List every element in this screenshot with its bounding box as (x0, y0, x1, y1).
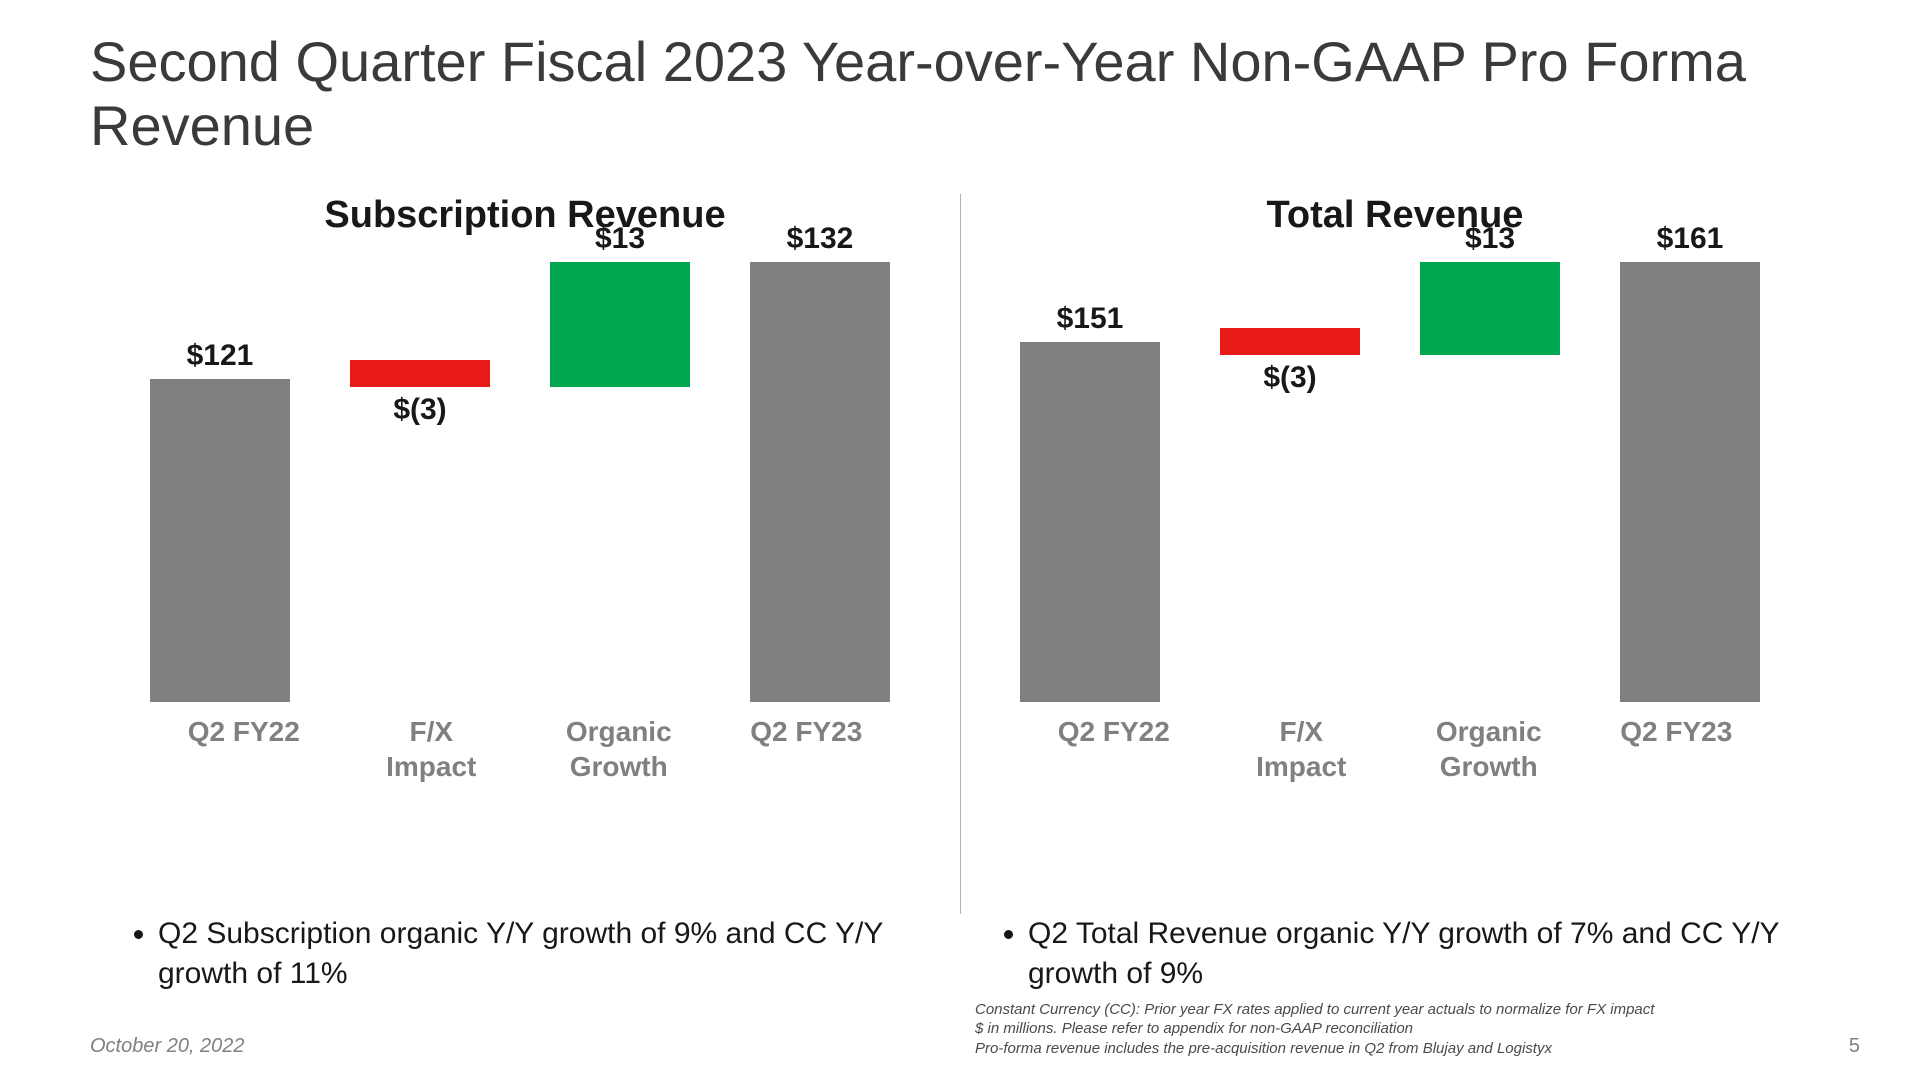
bar-value-q2fy23: $161 (1620, 222, 1760, 256)
bar-value-organic: $13 (1420, 222, 1560, 256)
footnote-1: Constant Currency (CC): Prior year FX ra… (975, 1000, 1825, 1020)
bullet-col-left: Q2 Subscription organic Y/Y growth of 9%… (90, 914, 960, 995)
footnote-3: Pro-forma revenue includes the pre-acqui… (975, 1039, 1825, 1059)
bullets-row: Q2 Subscription organic Y/Y growth of 9%… (90, 914, 1830, 995)
bar-organic: $13 (1420, 262, 1560, 355)
bar-q2fy23: $161 (1620, 262, 1760, 702)
bullet-col-right: Q2 Total Revenue organic Y/Y growth of 7… (960, 914, 1830, 995)
bar-fx: $(3) (1220, 328, 1360, 355)
bar-value-q2fy23: $132 (750, 222, 890, 256)
chart-total: $151 $(3) $13 $161 (1020, 262, 1770, 702)
panel-divider (960, 194, 961, 914)
xlabel-q2fy23: Q2 FY23 (1583, 714, 1771, 784)
footer: October 20, 2022 Constant Currency (CC):… (90, 1000, 1860, 1059)
page-number: 5 (1825, 1035, 1860, 1058)
chart-subscription: $121 $(3) $13 $132 (150, 262, 900, 702)
xlabel-organic: OrganicGrowth (525, 714, 713, 784)
bar-q2fy22: $121 (150, 379, 290, 702)
xlabel-q2fy23: Q2 FY23 (713, 714, 901, 784)
footnote-2: $ in millions. Please refer to appendix … (975, 1019, 1825, 1039)
bar-fx: $(3) (350, 360, 490, 387)
xlabel-q2fy22: Q2 FY22 (1020, 714, 1208, 784)
footer-notes: Constant Currency (CC): Prior year FX ra… (975, 1000, 1825, 1059)
xlabel-fx: F/XImpact (338, 714, 526, 784)
xlabels-total: Q2 FY22F/XImpactOrganicGrowthQ2 FY23 (1020, 714, 1770, 784)
xlabel-fx: F/XImpact (1208, 714, 1396, 784)
bar-value-fx: $(3) (1220, 361, 1360, 395)
panel-subscription: Subscription Revenue $121$(3)$13$132 Q2 … (90, 194, 960, 834)
footer-date: October 20, 2022 (90, 1035, 975, 1058)
xlabel-organic: OrganicGrowth (1395, 714, 1583, 784)
bullet-total: Q2 Total Revenue organic Y/Y growth of 7… (1028, 914, 1790, 995)
bar-q2fy22: $151 (1020, 342, 1160, 702)
bar-value-fx: $(3) (350, 393, 490, 427)
xlabels-subscription: Q2 FY22F/XImpactOrganicGrowthQ2 FY23 (150, 714, 900, 784)
bar-value-q2fy22: $151 (1020, 302, 1160, 336)
bar-value-organic: $13 (550, 222, 690, 256)
bar-q2fy23: $132 (750, 262, 890, 702)
xlabel-q2fy22: Q2 FY22 (150, 714, 338, 784)
bar-organic: $13 (550, 262, 690, 387)
charts-row: Subscription Revenue $121$(3)$13$132 Q2 … (90, 194, 1830, 834)
page-title: Second Quarter Fiscal 2023 Year-over-Yea… (90, 30, 1830, 159)
bar-value-q2fy22: $121 (150, 339, 290, 373)
panel-total: Total Revenue $151$(3)$13$161 Q2 FY22F/X… (960, 194, 1830, 834)
bullet-subscription: Q2 Subscription organic Y/Y growth of 9%… (158, 914, 920, 995)
